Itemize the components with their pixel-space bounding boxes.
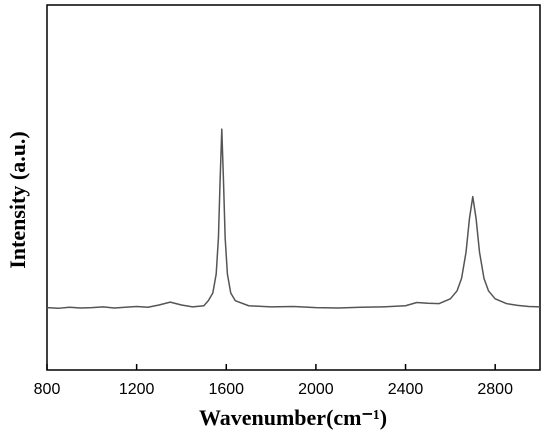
- x-tick-label: 2000: [298, 381, 334, 398]
- x-tick-label: 1200: [119, 381, 155, 398]
- x-tick-label: 1600: [208, 381, 244, 398]
- plot-frame: [46, 4, 541, 371]
- x-axis-label: Wavenumber(cm⁻¹): [199, 405, 387, 430]
- x-tick-label: 2400: [388, 381, 424, 398]
- x-tick-label: 800: [34, 381, 61, 398]
- y-axis-label: Intensity (a.u.): [5, 131, 30, 269]
- x-tick-label: 2800: [477, 381, 513, 398]
- spectrum-line: [46, 128, 541, 310]
